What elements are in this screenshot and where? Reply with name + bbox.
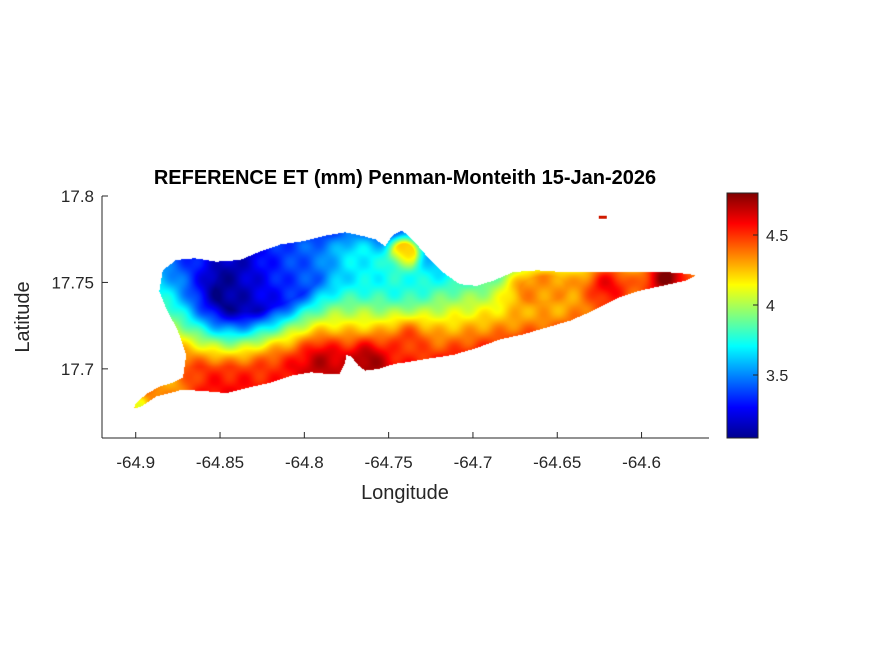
colorbar-tick-label: 4 bbox=[766, 298, 775, 315]
x-tick-label: -64.7 bbox=[454, 453, 493, 472]
y-axis-label: Latitude bbox=[12, 281, 34, 352]
y-tick-label: 17.75 bbox=[51, 273, 94, 292]
islet-mark bbox=[598, 215, 607, 219]
colorbar-gradient bbox=[726, 192, 759, 439]
x-tick-label: -64.75 bbox=[365, 453, 413, 472]
x-tick-label: -64.6 bbox=[622, 453, 661, 472]
x-tick-label: -64.65 bbox=[533, 453, 581, 472]
y-tick-label: 17.7 bbox=[61, 360, 94, 379]
map-layer bbox=[102, 196, 709, 438]
y-tick-label: 17.8 bbox=[61, 187, 94, 206]
colorbar-tick-label: 3.5 bbox=[766, 368, 788, 385]
colorbar-ticks: 3.5 4 4.5 bbox=[753, 228, 788, 385]
x-tick-label: -64.8 bbox=[285, 453, 324, 472]
colorbar: 3.5 4 4.5 bbox=[726, 192, 788, 439]
x-axis-ticks: -64.9 -64.85 -64.8 -64.75 -64.7 -64.65 -64.6 bbox=[116, 432, 661, 472]
y-axis-ticks: 17.7 17.75 17.8 bbox=[51, 187, 108, 379]
x-tick-label: -64.9 bbox=[116, 453, 155, 472]
x-axis-label: Longitude bbox=[361, 482, 449, 504]
colorbar-tick-label: 4.5 bbox=[766, 228, 788, 245]
axes-frame bbox=[101, 196, 709, 439]
x-tick-label: -64.85 bbox=[196, 453, 244, 472]
chart-title: REFERENCE ET (mm) Penman-Monteith 15-Jan… bbox=[154, 167, 656, 189]
et-heatmap bbox=[102, 196, 709, 438]
